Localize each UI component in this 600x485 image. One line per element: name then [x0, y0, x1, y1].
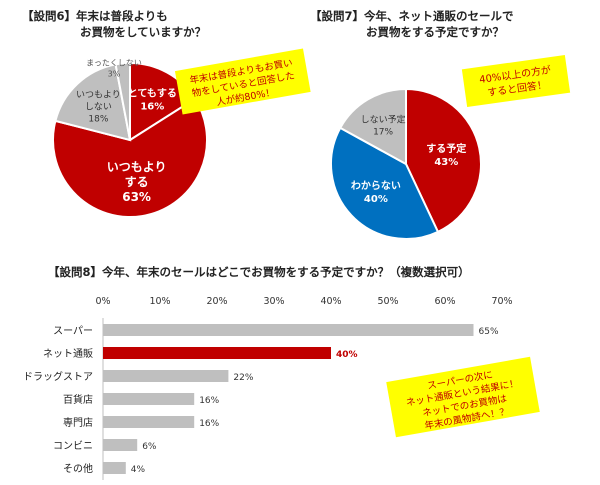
bar-value-label-1: 40%: [336, 350, 358, 360]
bar-value-label-0: 65%: [479, 327, 499, 337]
pie1-slice-2: [54, 63, 132, 142]
q8-callout: スーパーの次に ネット通販という結果に！ ネットでのお買物は 年末の風物詩へ！？: [386, 356, 540, 438]
bar-value-label-4: 16%: [199, 419, 219, 429]
pie2-slice-1-label: わからない: [351, 180, 401, 192]
pie1-slice-1-label: する: [125, 175, 149, 189]
bar-value-label-3: 16%: [199, 396, 219, 406]
pie1-slice-0-value: 16%: [140, 102, 164, 113]
bar-category-label-2: ドラッグストア: [23, 370, 93, 383]
bar-6: [103, 462, 126, 474]
bar-tick-label-5: 50%: [377, 296, 398, 307]
q8-bar-chart: 0% 10% 20% 30% 40% 50% 60% 70% スーパー 65% ネット通販 40% ドラ…: [23, 296, 513, 480]
bar-value-label-5: 6%: [142, 442, 157, 452]
q7-callout-box: [461, 54, 571, 108]
q6-title-line1: 【設問6】年末は普段よりも: [22, 9, 168, 23]
pie1-slice-0-label: とてもする: [128, 88, 177, 100]
q7-title-line1: 【設問7】今年、ネット通販のセールで: [310, 9, 514, 23]
q8-callout-box: [386, 356, 540, 438]
pie1-slice-2-label: しない: [85, 102, 112, 113]
pie2-slice-0-label: する予定: [426, 142, 466, 155]
bar-tick-label-7: 70%: [491, 296, 512, 307]
q7-pie-chart: する予定 43% わからない 40% しない予定 17%: [330, 87, 482, 240]
pie1-slice-2-value: 18%: [88, 115, 108, 125]
q7-title-line2: お買物をする予定ですか？: [366, 25, 504, 39]
pie2-slice-0-value: 43%: [434, 157, 458, 168]
pie2-slice-1-value: 40%: [364, 194, 388, 205]
bar-4: [103, 416, 195, 428]
bar-2: [103, 370, 229, 382]
pie2-slice-2: [338, 87, 407, 166]
bar-category-label-0: スーパー: [53, 325, 93, 337]
q8-title: 【設問8】今年、年末のセールはどこでお買物をする予定ですか？（複数選択可）: [48, 265, 470, 279]
bar-value-label-2: 22%: [233, 373, 253, 383]
bar-tick-label-3: 30%: [263, 296, 284, 307]
bar-category-label-1: ネット通販: [43, 348, 93, 360]
pie2-slice-2-label: しない予定: [361, 113, 406, 125]
pie1-slice-1-value: 63%: [122, 190, 151, 204]
bar-tick-label-6: 60%: [434, 296, 455, 307]
bar-5: [103, 439, 138, 451]
q6-callout: 年末は普段よりもお買い 物をしていると回答した 人が約80%！: [174, 48, 311, 115]
q6-title-line2: お買物をしていますか？: [80, 25, 206, 39]
bar-1: [103, 347, 331, 359]
pie1-slice-1: [52, 97, 208, 218]
q6-callout-box: [174, 48, 311, 115]
bar-tick-label-1: 10%: [149, 296, 170, 307]
bar-tick-label-4: 40%: [320, 296, 341, 307]
bar-value-label-6: 4%: [131, 465, 146, 475]
bar-category-label-4: 専門店: [63, 416, 93, 429]
pie2-slice-2-value: 17%: [373, 127, 393, 137]
bar-3: [103, 393, 195, 405]
pie1-slice-3-value: 3%: [108, 69, 121, 78]
bar-category-label-5: コンビニ: [53, 440, 93, 452]
bar-0: [103, 324, 474, 336]
pie1-slice-1-label: いつもより: [107, 160, 167, 174]
bar-category-label-3: 百貨店: [63, 393, 93, 406]
pie1-slice-2-label: いつもより: [76, 90, 121, 101]
bar-category-label-6: その他: [63, 462, 93, 475]
bar-tick-label-2: 20%: [206, 296, 227, 307]
pie2-slice-1: [330, 126, 440, 240]
bar-tick-label-0: 0%: [95, 296, 110, 307]
pie1-slice-3: [114, 61, 131, 141]
pie2-slice-0: [405, 87, 482, 234]
q7-callout: 40%以上の方が すると回答！: [461, 54, 571, 108]
pie1-slice-3-label: まったくしない: [86, 58, 142, 67]
